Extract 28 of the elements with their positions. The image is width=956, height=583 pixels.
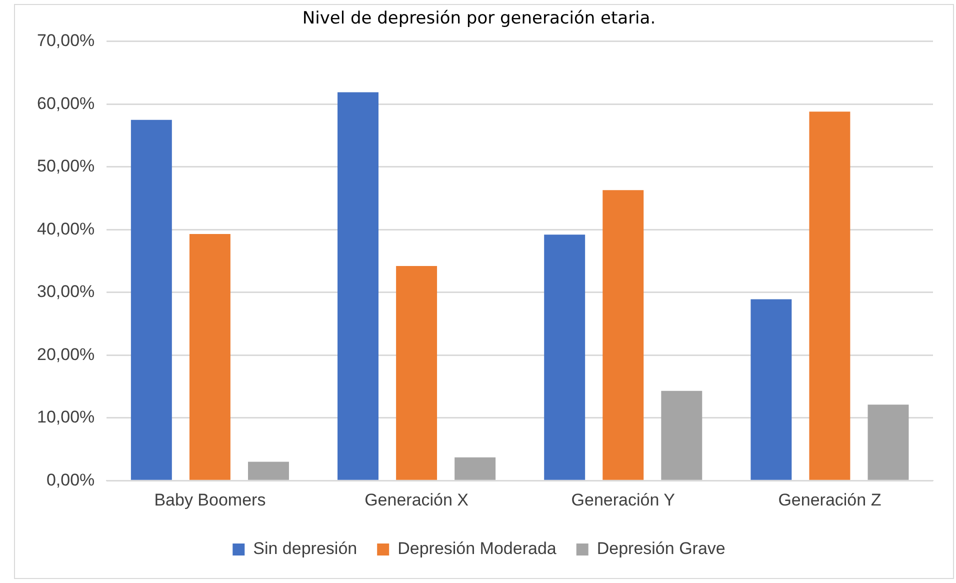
- bar: [750, 299, 792, 480]
- x-tick-label: Generación X: [364, 490, 469, 510]
- y-tick-label: 60,00%: [36, 94, 95, 113]
- bar: [544, 234, 586, 480]
- x-tick-label: Generación Z: [778, 490, 882, 510]
- bar: [454, 457, 496, 480]
- bar: [248, 462, 289, 480]
- bar: [661, 390, 702, 480]
- y-tick-label: 40,00%: [36, 219, 95, 238]
- bar: [130, 120, 172, 480]
- x-tick-label: Generación Y: [571, 490, 675, 510]
- y-tick-label: 10,00%: [36, 408, 95, 427]
- bar: [809, 112, 850, 480]
- y-tick-label: 0,00%: [46, 470, 95, 490]
- y-tick-label: 70,00%: [36, 31, 95, 50]
- bar: [868, 404, 909, 480]
- x-tick-label: Baby Boomers: [154, 490, 266, 510]
- chart-title: Nivel de depresión por generación etaria.: [302, 8, 656, 29]
- bar: [189, 234, 230, 480]
- bar: [338, 92, 378, 480]
- y-tick-label: 20,00%: [36, 344, 95, 364]
- legend-label: Depresión Grave: [596, 539, 726, 558]
- y-tick-label: 30,00%: [36, 282, 95, 302]
- y-tick-label: 50,00%: [36, 156, 95, 176]
- legend-label: Depresión Moderada: [398, 539, 557, 558]
- legend-label: Sin depresión: [253, 539, 358, 558]
- bar: [396, 266, 438, 480]
- bar: [602, 190, 644, 480]
